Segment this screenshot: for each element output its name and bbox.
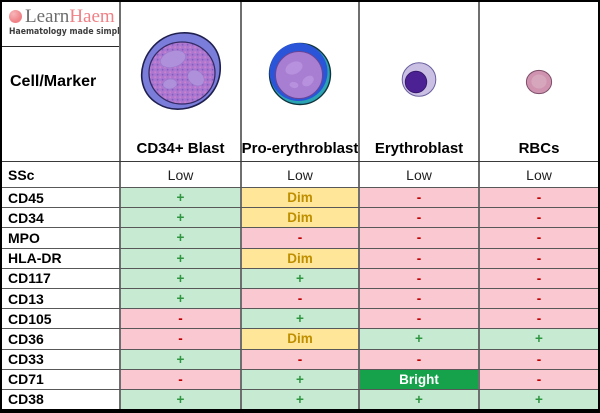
marker-value: - bbox=[360, 188, 480, 208]
marker-value: - bbox=[360, 268, 480, 288]
marker-value: Low bbox=[121, 162, 242, 187]
corner-label: Cell/Marker bbox=[10, 73, 97, 90]
table-row-cd105: CD105- + - - bbox=[2, 309, 598, 330]
marker-value: Low bbox=[360, 162, 480, 187]
marker-value: - bbox=[360, 228, 480, 248]
row-label: CD34 bbox=[2, 208, 121, 228]
marker-value: - bbox=[480, 208, 598, 228]
table-row-mpo: MPO + - - - bbox=[2, 228, 598, 249]
marker-value: - bbox=[480, 268, 598, 288]
row-label: CD117 bbox=[2, 268, 121, 288]
table-header: Learn Haem Haematology made simple Cell/M… bbox=[2, 2, 598, 162]
row-label: CD33 bbox=[2, 349, 121, 369]
marker-value: + bbox=[121, 349, 242, 369]
marker-value: - bbox=[480, 309, 598, 329]
table-row-ssc: SSc Low Low Low Low bbox=[2, 162, 598, 188]
column-header-pro-erythroblast: Pro-erythroblast bbox=[242, 2, 360, 161]
column-header-erythroblast: Erythroblast bbox=[360, 2, 480, 161]
marker-value: Low bbox=[480, 162, 598, 187]
marker-value: + bbox=[121, 208, 242, 228]
marker-value: - bbox=[360, 248, 480, 268]
marker-value: - bbox=[360, 309, 480, 329]
marker-value: + bbox=[360, 329, 480, 349]
row-label: CD38 bbox=[2, 389, 121, 409]
marker-value: + bbox=[480, 329, 598, 349]
marker-value: Bright bbox=[360, 369, 480, 389]
marker-value: + bbox=[242, 309, 360, 329]
row-label: CD36 bbox=[2, 329, 121, 349]
table-row-cd34: CD34 + Dim - - bbox=[2, 208, 598, 229]
table-row-cd36: CD36- Dim + + bbox=[2, 329, 598, 350]
table-rows: SSc Low Low Low Low CD45 + Dim - - CD34 + Dim - - MPO + -… bbox=[2, 162, 598, 409]
marker-value: - bbox=[242, 288, 360, 309]
brand-learn-text: Learn bbox=[25, 6, 70, 27]
logo-tagline: Haematology made simple bbox=[9, 27, 121, 37]
marker-value: + bbox=[242, 389, 360, 409]
marker-value: - bbox=[480, 349, 598, 369]
column-name: Pro-erythroblast bbox=[242, 140, 359, 157]
marker-value: + bbox=[121, 228, 242, 248]
row-label: SSc bbox=[2, 162, 121, 187]
marker-value: Dim bbox=[242, 208, 360, 228]
table-row-cd45: CD45 + Dim - - bbox=[2, 188, 598, 209]
learnhaem-logo: Learn Haem Haematology made simple bbox=[2, 2, 119, 47]
marker-value: - bbox=[480, 228, 598, 248]
row-label: CD13 bbox=[2, 288, 121, 309]
table-row-cd71: CD71- + Bright - bbox=[2, 369, 598, 390]
marker-value: - bbox=[121, 369, 242, 389]
brand-haem-text: Haem bbox=[69, 6, 115, 27]
marker-value: + bbox=[121, 288, 242, 309]
marker-value: + bbox=[242, 268, 360, 288]
marker-value: + bbox=[242, 369, 360, 389]
marker-value: Dim bbox=[242, 329, 360, 349]
row-label: CD105 bbox=[2, 309, 121, 329]
marker-value: + bbox=[480, 389, 598, 409]
marker-value: - bbox=[242, 228, 360, 248]
row-label: MPO bbox=[2, 228, 121, 248]
corner-cell: Learn Haem Haematology made simple Cell/M… bbox=[2, 2, 121, 161]
logo-circle-icon bbox=[9, 10, 22, 23]
marker-value: - bbox=[480, 248, 598, 268]
marker-value: - bbox=[360, 208, 480, 228]
rbc-cell-icon bbox=[480, 2, 598, 140]
column-name: Erythroblast bbox=[374, 140, 464, 157]
pro-erythroblast-cell-icon bbox=[242, 2, 358, 140]
row-label: CD71 bbox=[2, 369, 121, 389]
marker-value: + bbox=[121, 268, 242, 288]
marker-value: - bbox=[360, 288, 480, 309]
table-row-cd13: CD13 + - - - bbox=[2, 288, 598, 310]
marker-value: Dim bbox=[242, 188, 360, 208]
row-label: HLA-DR bbox=[2, 248, 121, 268]
marker-value: - bbox=[242, 349, 360, 369]
marker-value: + bbox=[121, 389, 242, 409]
table-row-cd38: CD38 + + + + bbox=[2, 389, 598, 409]
cd34-blast-cell-icon bbox=[121, 2, 240, 140]
column-header-cd34-blast: CD34+ Blast bbox=[121, 2, 242, 161]
marker-value: + bbox=[121, 188, 242, 208]
marker-value: - bbox=[480, 369, 598, 389]
marker-value: Dim bbox=[242, 248, 360, 268]
column-header-rbcs: RBCs bbox=[480, 2, 598, 161]
table-row-cd33: CD33 + - - - bbox=[2, 349, 598, 370]
row-label: CD45 bbox=[2, 188, 121, 208]
marker-value: - bbox=[121, 329, 242, 349]
marker-value: - bbox=[360, 349, 480, 369]
marker-value: - bbox=[480, 188, 598, 208]
marker-value: Low bbox=[242, 162, 360, 187]
table-row-cd117: CD117 + + - - bbox=[2, 268, 598, 289]
marker-value: + bbox=[121, 248, 242, 268]
table-row-hla-dr: HLA-DR + Dim - - bbox=[2, 248, 598, 269]
erythroblast-cell-icon bbox=[360, 2, 478, 140]
marker-value: - bbox=[480, 288, 598, 309]
column-name: RBCs bbox=[518, 140, 560, 157]
column-name: CD34+ Blast bbox=[136, 140, 225, 157]
marker-value: - bbox=[121, 309, 242, 329]
logo-wordmark: Learn Haem bbox=[9, 6, 115, 27]
marker-value: + bbox=[360, 389, 480, 409]
